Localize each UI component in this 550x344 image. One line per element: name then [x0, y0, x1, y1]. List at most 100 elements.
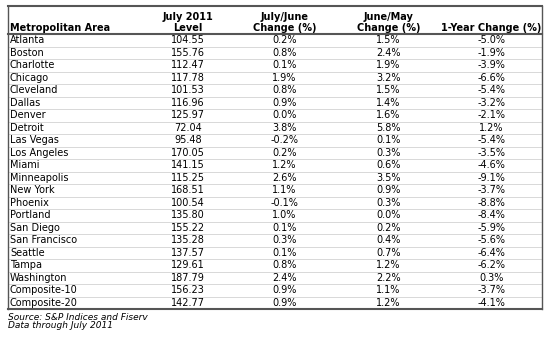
Text: 0.2%: 0.2% — [272, 148, 296, 158]
Text: July 2011: July 2011 — [163, 12, 213, 22]
Text: Composite-10: Composite-10 — [10, 285, 78, 295]
Bar — [8, 247, 542, 259]
Text: 1.6%: 1.6% — [376, 110, 400, 120]
Text: June/May: June/May — [364, 12, 414, 22]
Text: 125.97: 125.97 — [171, 110, 205, 120]
Text: 1.1%: 1.1% — [272, 185, 296, 195]
Text: 112.47: 112.47 — [171, 60, 205, 70]
Bar — [8, 222, 542, 234]
Bar — [8, 172, 542, 184]
Text: 117.78: 117.78 — [171, 73, 205, 83]
Text: 0.9%: 0.9% — [272, 298, 296, 308]
Text: Tampa: Tampa — [10, 260, 42, 270]
Text: -6.2%: -6.2% — [477, 260, 505, 270]
Bar — [8, 209, 542, 222]
Text: 1-Year Change (%): 1-Year Change (%) — [441, 23, 541, 33]
Text: 0.3%: 0.3% — [479, 273, 503, 283]
Text: Washington: Washington — [10, 273, 68, 283]
Text: 0.3%: 0.3% — [376, 148, 400, 158]
Text: 1.2%: 1.2% — [479, 123, 503, 133]
Text: 0.0%: 0.0% — [272, 110, 296, 120]
Text: Seattle: Seattle — [10, 248, 45, 258]
Text: Change (%): Change (%) — [252, 23, 316, 33]
Text: 129.61: 129.61 — [172, 260, 205, 270]
Bar — [8, 97, 542, 109]
Text: Minneapolis: Minneapolis — [10, 173, 69, 183]
Bar — [8, 59, 542, 72]
Text: Los Angeles: Los Angeles — [10, 148, 68, 158]
Text: 0.4%: 0.4% — [376, 235, 400, 245]
Text: 0.3%: 0.3% — [272, 235, 296, 245]
Text: 1.2%: 1.2% — [376, 260, 401, 270]
Text: 104.55: 104.55 — [171, 35, 205, 45]
Text: 101.53: 101.53 — [172, 85, 205, 95]
Text: 0.1%: 0.1% — [272, 248, 296, 258]
Text: 115.25: 115.25 — [171, 173, 205, 183]
Text: 0.1%: 0.1% — [376, 135, 400, 145]
Text: 0.9%: 0.9% — [376, 185, 400, 195]
Text: Detroit: Detroit — [10, 123, 44, 133]
Text: -6.4%: -6.4% — [477, 248, 505, 258]
Bar — [8, 6, 542, 34]
Text: San Francisco: San Francisco — [10, 235, 77, 245]
Text: 0.9%: 0.9% — [272, 98, 296, 108]
Text: 3.8%: 3.8% — [272, 123, 296, 133]
Text: Composite-20: Composite-20 — [10, 298, 78, 308]
Text: 3.2%: 3.2% — [376, 73, 401, 83]
Text: -4.1%: -4.1% — [477, 298, 505, 308]
Text: Denver: Denver — [10, 110, 46, 120]
Text: 1.2%: 1.2% — [272, 160, 296, 170]
Text: Metropolitan Area: Metropolitan Area — [10, 23, 110, 33]
Bar — [8, 159, 542, 172]
Bar — [8, 196, 542, 209]
Bar — [8, 84, 542, 97]
Text: -0.1%: -0.1% — [271, 198, 298, 208]
Bar — [8, 46, 542, 59]
Text: 0.0%: 0.0% — [376, 210, 400, 220]
Text: 2.4%: 2.4% — [272, 273, 296, 283]
Text: 0.8%: 0.8% — [272, 48, 296, 58]
Bar — [8, 297, 542, 309]
Text: 187.79: 187.79 — [171, 273, 205, 283]
Text: -9.1%: -9.1% — [477, 173, 505, 183]
Text: Data through July 2011: Data through July 2011 — [8, 322, 113, 331]
Text: Boston: Boston — [10, 48, 44, 58]
Text: 1.0%: 1.0% — [272, 210, 296, 220]
Text: 2.2%: 2.2% — [376, 273, 401, 283]
Text: Source: S&P Indices and Fiserv: Source: S&P Indices and Fiserv — [8, 312, 148, 322]
Text: -3.2%: -3.2% — [477, 98, 505, 108]
Text: 0.9%: 0.9% — [272, 285, 296, 295]
Text: -8.8%: -8.8% — [477, 198, 505, 208]
Text: -5.6%: -5.6% — [477, 235, 505, 245]
Bar — [8, 34, 542, 46]
Text: 1.5%: 1.5% — [376, 85, 401, 95]
Text: -3.7%: -3.7% — [477, 285, 505, 295]
Text: Charlotte: Charlotte — [10, 60, 56, 70]
Bar — [8, 134, 542, 147]
Bar — [8, 184, 542, 196]
Text: 135.80: 135.80 — [172, 210, 205, 220]
Text: -0.2%: -0.2% — [271, 135, 298, 145]
Text: -3.5%: -3.5% — [477, 148, 505, 158]
Text: Portland: Portland — [10, 210, 51, 220]
Text: 100.54: 100.54 — [172, 198, 205, 208]
Text: 170.05: 170.05 — [171, 148, 205, 158]
Bar — [8, 72, 542, 84]
Text: 0.6%: 0.6% — [376, 160, 400, 170]
Text: San Diego: San Diego — [10, 223, 60, 233]
Text: 142.77: 142.77 — [171, 298, 205, 308]
Text: Cleveland: Cleveland — [10, 85, 58, 95]
Text: 155.76: 155.76 — [171, 48, 205, 58]
Text: -2.1%: -2.1% — [477, 110, 505, 120]
Text: -6.6%: -6.6% — [477, 73, 505, 83]
Text: New York: New York — [10, 185, 54, 195]
Bar — [8, 234, 542, 247]
Text: 1.2%: 1.2% — [376, 298, 401, 308]
Text: -1.9%: -1.9% — [477, 48, 505, 58]
Text: 1.1%: 1.1% — [376, 285, 400, 295]
Text: 2.4%: 2.4% — [376, 48, 401, 58]
Text: 0.8%: 0.8% — [272, 85, 296, 95]
Text: 156.23: 156.23 — [171, 285, 205, 295]
Text: 1.9%: 1.9% — [376, 60, 400, 70]
Bar — [8, 259, 542, 271]
